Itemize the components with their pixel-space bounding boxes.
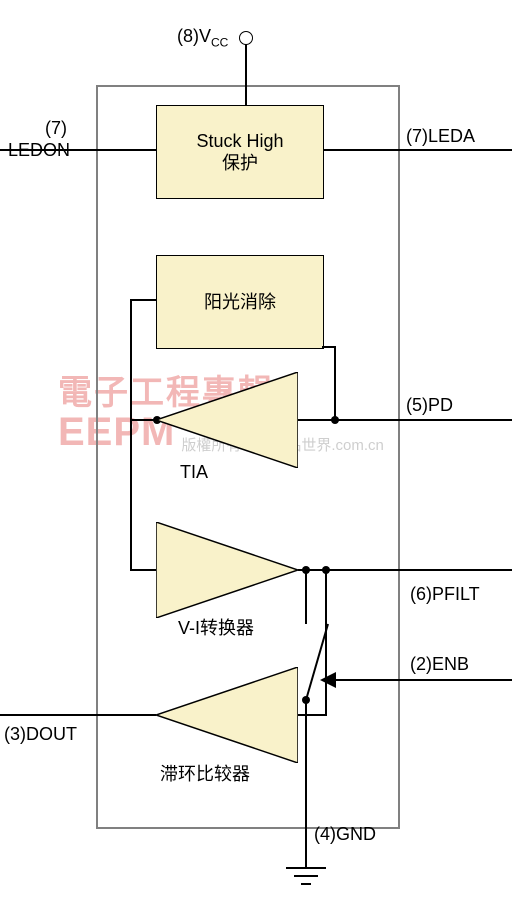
wire-vcc <box>245 44 247 105</box>
wire-switch-top-stub <box>305 570 307 624</box>
block-stuck-high: Stuck High 保护 <box>156 105 324 199</box>
pin-pfilt-label: (6)PFILT <box>410 584 480 605</box>
wire-sun-left-h <box>130 299 156 301</box>
block-sun-cancel: 阳光消除 <box>156 255 324 349</box>
diagram-canvas: 電子工程專輯 EEPM 版權所有電子產品世界.com.cn (8)VCC (7)… <box>0 0 512 898</box>
wire-tia-vi-v <box>130 419 132 571</box>
switch-lever <box>300 620 340 706</box>
wire-sun-left-v <box>130 299 132 421</box>
wire-switch-to-gnd <box>305 700 307 867</box>
gnd-symbol-icon <box>286 866 326 890</box>
pin-enb-label: (2)ENB <box>410 654 469 675</box>
block-hyst-label: 滞环比较器 <box>160 760 250 786</box>
block-stuck-high-line1: Stuck High <box>196 130 283 153</box>
block-stuck-high-line2: 保护 <box>222 152 258 175</box>
pin-pd-label: (5)PD <box>406 395 453 416</box>
enb-arrow-icon <box>320 670 340 690</box>
wire-ledon-left <box>0 149 156 151</box>
wire-tia-vi-h-bot <box>130 569 156 571</box>
wire-enb <box>336 679 512 681</box>
wire-dout <box>0 714 156 716</box>
wire-pfilt <box>298 569 512 571</box>
block-tia-label: TIA <box>180 462 208 483</box>
block-tia <box>156 372 298 468</box>
wire-pd-to-sun-h <box>322 346 336 348</box>
pin-vcc-text: (8)V <box>177 26 211 46</box>
pin-ledon-num: (7) <box>45 118 67 139</box>
block-hysteresis-comparator <box>156 667 298 763</box>
block-vi-label: V-I转换器 <box>178 614 254 640</box>
block-sun-cancel-line1: 阳光消除 <box>204 291 276 314</box>
pin-gnd-label: (4)GND <box>314 824 376 845</box>
wire-pfilt-to-hyst-h <box>298 714 327 716</box>
vcc-terminal-circle <box>239 31 253 45</box>
pin-dout-label: (3)DOUT <box>4 724 77 745</box>
pin-vcc-sub: CC <box>211 36 228 50</box>
block-vi-converter <box>156 522 298 618</box>
wire-leda-right <box>322 149 512 151</box>
pin-leda-label: (7)LEDA <box>406 126 475 147</box>
pin-vcc-label: (8)VCC <box>177 26 228 50</box>
wire-pd-to-sun-v <box>334 347 336 421</box>
